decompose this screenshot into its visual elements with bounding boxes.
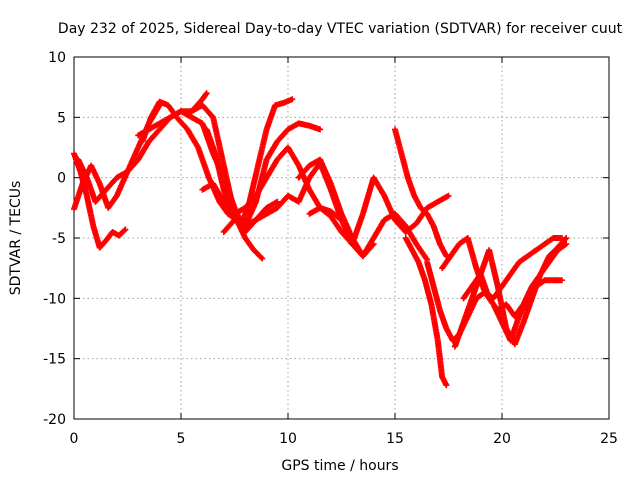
x-tick-label: 20 <box>493 431 511 447</box>
data-point <box>563 241 570 248</box>
y-tick-label: -15 <box>43 352 66 368</box>
data-point <box>258 254 265 261</box>
y-tick-label: -5 <box>52 231 66 247</box>
data-point <box>562 236 569 243</box>
y-tick-label: 5 <box>57 110 66 126</box>
x-tick-label: 10 <box>279 431 297 447</box>
data-point <box>563 235 570 241</box>
data-point <box>445 192 452 199</box>
y-axis-title: SDTVAR / TECUs <box>8 181 24 296</box>
data-point <box>122 226 129 233</box>
grid <box>74 57 609 419</box>
data-point <box>203 90 210 97</box>
data-points <box>71 90 570 389</box>
data-point <box>317 126 324 133</box>
x-axis: 0 5 10 15 20 25 <box>70 57 618 447</box>
series-track-3 <box>75 90 210 205</box>
chart-title: Day 232 of 2025, Sidereal Day-to-day VTE… <box>58 21 623 37</box>
x-tick-label: 5 <box>177 431 186 447</box>
y-tick-label: -20 <box>43 412 66 428</box>
series-track-12 <box>392 126 450 260</box>
series-track-13 <box>402 235 450 389</box>
x-axis-title: GPS time / hours <box>281 458 398 474</box>
data-point <box>259 255 266 262</box>
x-tick-label: 25 <box>600 431 618 447</box>
data-point <box>289 96 296 103</box>
series-track-7 <box>203 96 296 229</box>
data-point <box>443 382 450 389</box>
series-track-17 <box>451 241 570 350</box>
x-tick-label: 0 <box>70 431 79 447</box>
series-track-1 <box>71 150 129 251</box>
x-tick-label: 15 <box>386 431 404 447</box>
data-point <box>558 277 565 284</box>
y-tick-label: 10 <box>48 50 66 66</box>
data-point <box>121 227 128 234</box>
y-tick-label: -10 <box>43 291 66 307</box>
y-tick-label: 0 <box>57 171 66 187</box>
y-axis: -20 -15 -10 -5 0 5 10 <box>43 50 609 428</box>
